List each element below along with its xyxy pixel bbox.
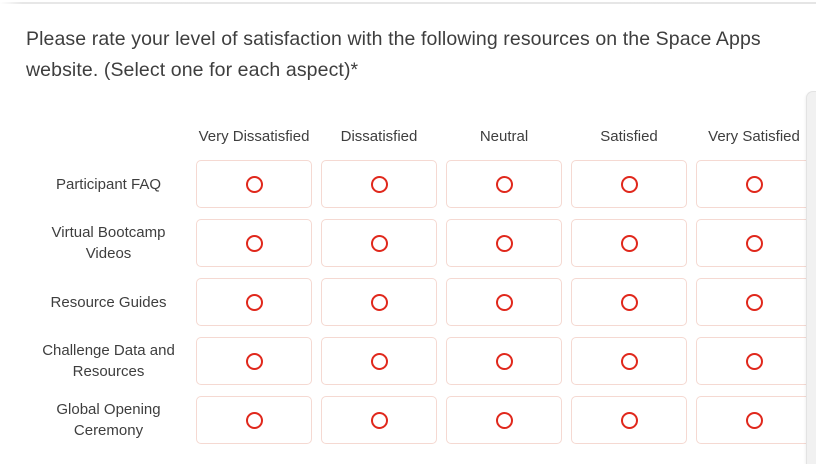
radio-cell-virtual-bootcamp-videos-very-dissatisfied[interactable] bbox=[196, 219, 312, 267]
radio-button-unselected[interactable] bbox=[370, 411, 388, 429]
radio-cell-global-opening-ceremony-dissatisfied[interactable] bbox=[321, 396, 437, 444]
matrix-header-row: Very Dissatisfied Dissatisfied Neutral Sati… bbox=[0, 96, 812, 148]
matrix-column-header-very-dissatisfied: Very Dissatisfied bbox=[198, 128, 310, 145]
matrix-column-header-satisfied: Satisfied bbox=[600, 128, 658, 145]
matrix-rows: Participant FAQ Virtual Bootcamp Videos Re… bbox=[0, 160, 812, 444]
radio-cell-virtual-bootcamp-videos-neutral[interactable] bbox=[446, 219, 562, 267]
radio-cell-virtual-bootcamp-videos-dissatisfied[interactable] bbox=[321, 219, 437, 267]
radio-cell-challenge-data-and-resources-satisfied[interactable] bbox=[571, 337, 687, 385]
radio-cell-resource-guides-very-satisfied[interactable] bbox=[696, 278, 812, 326]
radio-button-unselected[interactable] bbox=[495, 293, 513, 311]
matrix-row-label: Participant FAQ bbox=[55, 175, 162, 193]
radio-button-unselected[interactable] bbox=[495, 411, 513, 429]
radio-cell-global-opening-ceremony-very-satisfied[interactable] bbox=[696, 396, 812, 444]
radio-cell-resource-guides-dissatisfied[interactable] bbox=[321, 278, 437, 326]
radio-button-unselected[interactable] bbox=[245, 293, 263, 311]
radio-button-unselected[interactable] bbox=[495, 352, 513, 370]
matrix-row-participant-faq: Participant FAQ bbox=[0, 160, 812, 208]
radio-button-unselected[interactable] bbox=[620, 293, 638, 311]
matrix-row-label: Global Opening Ceremony bbox=[56, 401, 161, 439]
matrix-row-resource-guides: Resource Guides bbox=[0, 278, 812, 326]
radio-button-unselected[interactable] bbox=[245, 234, 263, 252]
radio-button-unselected[interactable] bbox=[370, 293, 388, 311]
matrix-row-label: Virtual Bootcamp Videos bbox=[51, 224, 166, 262]
radio-cell-virtual-bootcamp-videos-very-satisfied[interactable] bbox=[696, 219, 812, 267]
matrix-row-global-opening-ceremony: Global Opening Ceremony bbox=[0, 396, 812, 444]
satisfaction-matrix: Very Dissatisfied Dissatisfied Neutral Sati… bbox=[0, 96, 812, 455]
radio-button-unselected[interactable] bbox=[245, 352, 263, 370]
radio-button-unselected[interactable] bbox=[745, 411, 763, 429]
radio-cell-global-opening-ceremony-satisfied[interactable] bbox=[571, 396, 687, 444]
radio-button-unselected[interactable] bbox=[620, 352, 638, 370]
matrix-row-label: Challenge Data and Resources bbox=[42, 342, 175, 380]
radio-button-unselected[interactable] bbox=[495, 234, 513, 252]
matrix-row-label: Resource Guides bbox=[50, 293, 167, 311]
radio-cell-participant-faq-very-satisfied[interactable] bbox=[696, 160, 812, 208]
radio-cell-challenge-data-and-resources-neutral[interactable] bbox=[446, 337, 562, 385]
radio-cell-participant-faq-very-dissatisfied[interactable] bbox=[196, 160, 312, 208]
matrix-row-challenge-data-and-resources: Challenge Data and Resources bbox=[0, 337, 812, 385]
radio-cell-challenge-data-and-resources-dissatisfied[interactable] bbox=[321, 337, 437, 385]
radio-button-unselected[interactable] bbox=[620, 234, 638, 252]
radio-cell-global-opening-ceremony-neutral[interactable] bbox=[446, 396, 562, 444]
radio-cell-participant-faq-satisfied[interactable] bbox=[571, 160, 687, 208]
radio-cell-challenge-data-and-resources-very-dissatisfied[interactable] bbox=[196, 337, 312, 385]
matrix-column-header-very-satisfied: Very Satisfied bbox=[708, 128, 800, 145]
radio-button-unselected[interactable] bbox=[370, 352, 388, 370]
radio-cell-virtual-bootcamp-videos-satisfied[interactable] bbox=[571, 219, 687, 267]
radio-button-unselected[interactable] bbox=[370, 175, 388, 193]
radio-button-unselected[interactable] bbox=[745, 352, 763, 370]
radio-button-unselected[interactable] bbox=[620, 175, 638, 193]
radio-cell-resource-guides-neutral[interactable] bbox=[446, 278, 562, 326]
radio-cell-challenge-data-and-resources-very-satisfied[interactable] bbox=[696, 337, 812, 385]
radio-button-unselected[interactable] bbox=[495, 175, 513, 193]
radio-button-unselected[interactable] bbox=[245, 175, 263, 193]
radio-cell-resource-guides-very-dissatisfied[interactable] bbox=[196, 278, 312, 326]
matrix-row-virtual-bootcamp-videos: Virtual Bootcamp Videos bbox=[0, 219, 812, 267]
radio-cell-participant-faq-neutral[interactable] bbox=[446, 160, 562, 208]
question-title: Please rate your level of satisfaction w… bbox=[26, 28, 761, 81]
radio-button-unselected[interactable] bbox=[245, 411, 263, 429]
radio-button-unselected[interactable] bbox=[370, 234, 388, 252]
top-divider bbox=[0, 2, 816, 4]
radio-button-unselected[interactable] bbox=[745, 234, 763, 252]
radio-cell-global-opening-ceremony-very-dissatisfied[interactable] bbox=[196, 396, 312, 444]
radio-cell-resource-guides-satisfied[interactable] bbox=[571, 278, 687, 326]
radio-cell-participant-faq-dissatisfied[interactable] bbox=[321, 160, 437, 208]
radio-button-unselected[interactable] bbox=[745, 293, 763, 311]
radio-button-unselected[interactable] bbox=[745, 175, 763, 193]
radio-button-unselected[interactable] bbox=[620, 411, 638, 429]
scrollbar-thumb[interactable] bbox=[806, 91, 816, 464]
matrix-column-header-dissatisfied: Dissatisfied bbox=[340, 128, 418, 145]
matrix-column-header-neutral: Neutral bbox=[479, 128, 529, 145]
